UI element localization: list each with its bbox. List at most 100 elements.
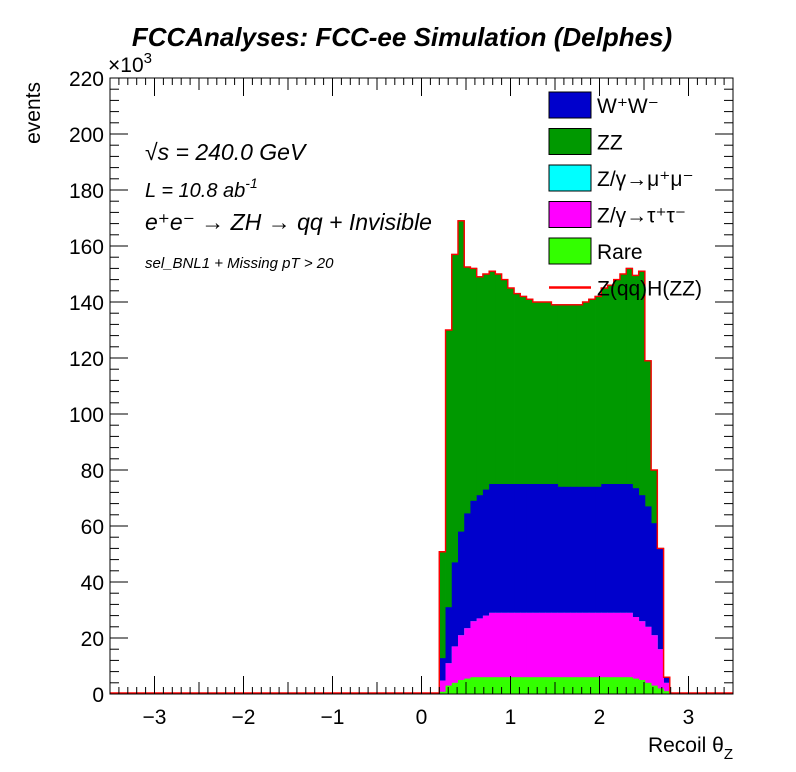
bar xyxy=(526,612,534,694)
bar xyxy=(445,607,453,694)
bar xyxy=(538,612,546,694)
bar xyxy=(570,612,577,694)
legend-swatch xyxy=(548,237,592,265)
bar xyxy=(507,677,515,694)
bar xyxy=(657,548,664,694)
legend-swatch xyxy=(548,164,592,192)
bar xyxy=(582,612,590,694)
series-0 xyxy=(439,677,671,694)
bar xyxy=(532,484,540,694)
bar xyxy=(545,612,552,694)
signal-line xyxy=(110,220,733,694)
bar xyxy=(638,621,646,694)
bar xyxy=(476,618,484,694)
x-axis-label-main: Recoil θ xyxy=(648,734,724,757)
bar xyxy=(489,271,496,694)
bar xyxy=(451,646,459,694)
bar xyxy=(570,677,577,694)
bar xyxy=(495,612,502,694)
legend-entry: W⁺W⁻ xyxy=(548,91,659,119)
bar xyxy=(595,612,602,694)
bar xyxy=(576,612,583,694)
legend-label: Z/γ→μ⁺μ⁻ xyxy=(597,168,694,191)
bar xyxy=(445,685,453,694)
bar xyxy=(451,254,459,694)
bar xyxy=(538,677,546,694)
bar xyxy=(563,486,571,694)
bar xyxy=(607,484,615,694)
x-tick-label: 1 xyxy=(505,706,517,729)
bar xyxy=(464,678,471,694)
bar xyxy=(632,678,640,694)
x-tick-label: 3 xyxy=(683,706,695,729)
legend-entry: Rare xyxy=(548,237,643,265)
bar xyxy=(520,612,527,694)
bar xyxy=(520,677,527,694)
bar xyxy=(563,612,571,694)
x-ticks: −3 −2 −1 0 1 2 3 xyxy=(109,78,734,729)
bar xyxy=(507,484,515,694)
bar xyxy=(464,628,471,694)
y-tick-label: 40 xyxy=(81,572,104,595)
bar xyxy=(651,523,658,694)
y-tick-label: 220 xyxy=(69,68,104,91)
bar xyxy=(470,500,478,694)
legend-entry: Z(qq)H(ZZ) xyxy=(549,278,702,301)
x-tick-label: 0 xyxy=(416,706,428,729)
y-tick-label: 0 xyxy=(92,684,104,707)
bar xyxy=(595,486,602,694)
bar xyxy=(632,617,640,694)
bar xyxy=(626,677,633,694)
bar xyxy=(476,276,484,694)
bar xyxy=(619,677,627,694)
sqrt-s-annotation: √s = 240.0 GeV xyxy=(145,139,308,165)
bar xyxy=(626,268,633,694)
bar xyxy=(451,682,459,694)
legend-label: Z/γ→τ⁺τ⁻ xyxy=(597,205,686,228)
y-tick-label: 140 xyxy=(69,292,104,315)
x-axis-label-sub: Z xyxy=(724,746,733,763)
legend-entry: Z/γ→τ⁺τ⁻ xyxy=(548,201,686,228)
bar xyxy=(514,484,521,694)
y-ticks: 0 20 40 60 80 100 120 140 160 180 200 220 xyxy=(69,68,733,707)
bar xyxy=(501,612,509,694)
bar xyxy=(439,551,446,694)
bar xyxy=(657,649,664,694)
legend-entry: ZZ xyxy=(548,128,623,155)
process-annotation: e⁺e⁻ → ZH → qq + Invisible xyxy=(145,209,432,235)
bar xyxy=(651,635,658,694)
bar xyxy=(588,677,596,694)
x-tick-label: 2 xyxy=(594,706,606,729)
legend-swatch xyxy=(548,201,592,228)
y-multiplier-base: ×10 xyxy=(108,54,144,77)
legend-label: ZZ xyxy=(597,132,623,155)
bar xyxy=(482,489,490,694)
bar xyxy=(457,531,465,694)
bar xyxy=(439,680,446,694)
y-multiplier: ×103 xyxy=(108,50,152,77)
bar xyxy=(619,612,627,694)
bar xyxy=(588,486,596,694)
bar xyxy=(588,612,596,694)
bar xyxy=(595,677,602,694)
bar xyxy=(557,677,565,694)
bar xyxy=(457,635,465,694)
bar xyxy=(619,484,627,694)
bar xyxy=(470,621,478,694)
bar xyxy=(607,612,615,694)
legend-swatch xyxy=(548,91,592,119)
bar xyxy=(644,506,652,694)
series-3 xyxy=(439,484,671,694)
bar xyxy=(445,663,453,694)
bar xyxy=(663,682,671,694)
selection-annotation: sel_BNL1 + Missing pT > 20 xyxy=(145,255,334,272)
bar xyxy=(445,330,453,694)
bar xyxy=(551,484,559,694)
bar xyxy=(638,271,646,694)
bar xyxy=(526,677,534,694)
x-axis-label: Recoil θZ xyxy=(648,734,733,763)
sqrt-symbol: √ xyxy=(145,139,158,165)
bar xyxy=(576,486,583,694)
bar xyxy=(545,484,552,694)
